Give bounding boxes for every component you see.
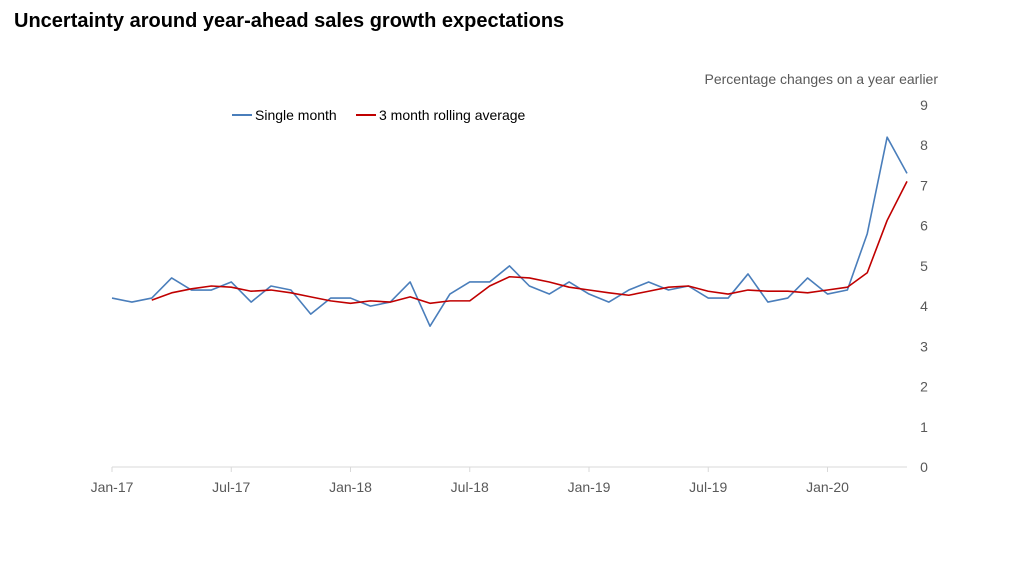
- chart-subtitle: Percentage changes on a year earlier: [704, 71, 938, 87]
- y-tick-label: 9: [920, 97, 928, 113]
- x-tick-label: Jan-18: [329, 479, 372, 495]
- x-tick-label: Jul-17: [212, 479, 250, 495]
- chart-legend: Single month 3 month rolling average: [232, 107, 526, 123]
- legend-label: 3 month rolling average: [379, 107, 526, 123]
- series-line-3-month-rolling-average: [151, 181, 908, 305]
- legend-label: Single month: [255, 107, 337, 123]
- x-tick-label: Jan-20: [806, 479, 849, 495]
- x-tick-label: Jan-17: [91, 479, 134, 495]
- y-tick-label: 4: [920, 298, 928, 314]
- y-tick-label: 3: [920, 338, 928, 354]
- y-tick-label: 2: [920, 379, 928, 395]
- y-tick-label: 5: [920, 258, 928, 274]
- chart-series: [111, 136, 908, 328]
- x-tick-label: Jul-18: [451, 479, 489, 495]
- y-tick-label: 8: [920, 137, 928, 153]
- y-tick-label: 6: [920, 218, 928, 234]
- y-tick-label: 7: [920, 177, 928, 193]
- series-line-single-month: [111, 136, 908, 328]
- y-tick-label: 0: [920, 459, 928, 475]
- x-tick-label: Jan-19: [568, 479, 611, 495]
- chart-axes: Jan-17 Jul-17 Jan-18 Jul-18 Jan-19 Jul-19 Jan-…: [91, 97, 929, 495]
- x-tick-label: Jul-19: [689, 479, 727, 495]
- y-tick-label: 1: [920, 419, 928, 435]
- page-title: Uncertainty around year-ahead sales grow…: [14, 10, 565, 32]
